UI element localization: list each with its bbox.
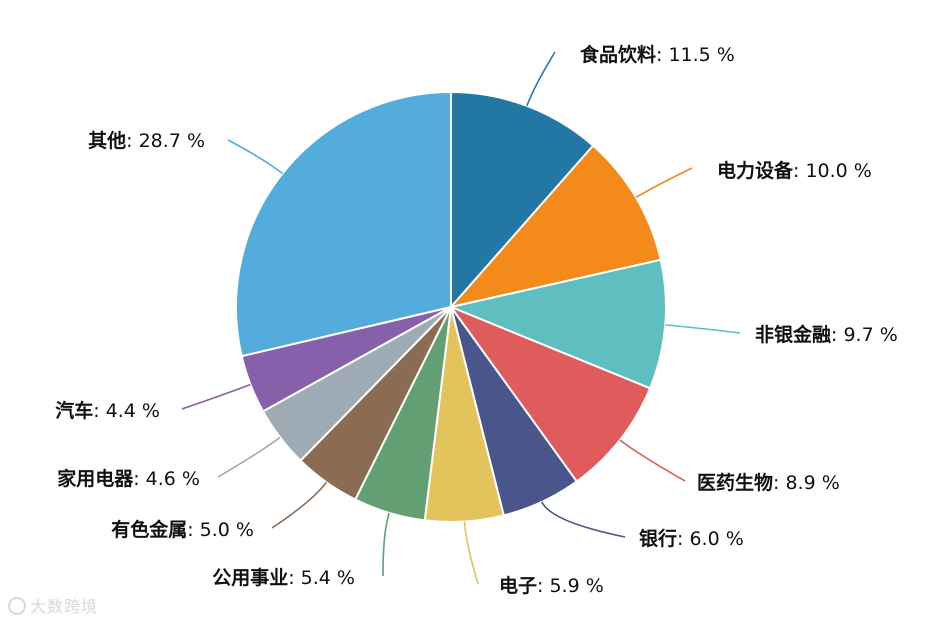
leader-lines: [181, 51, 741, 585]
slice-label-value: : 28.7 %: [126, 130, 205, 152]
slice-label-name: 医药生物: [697, 471, 773, 494]
slice-label: 其他: 28.7 %: [88, 129, 205, 152]
slice-label: 非银金融: 9.7 %: [755, 323, 898, 346]
watermark: 大数跨境: [8, 593, 98, 617]
slice-label-value: : 5.0 %: [187, 519, 254, 541]
slice-label: 食品饮料: 11.5 %: [580, 43, 735, 66]
slice-label-value: : 5.9 %: [537, 575, 604, 597]
slice-label-value: : 11.5 %: [656, 44, 735, 66]
slice-label-value: : 4.4 %: [93, 400, 160, 422]
slice-label-name: 公用事业: [212, 566, 288, 589]
slice-label-value: : 6.0 %: [677, 528, 744, 550]
slice-label-value: : 5.4 %: [288, 567, 355, 589]
slice-label: 有色金属: 5.0 %: [111, 518, 254, 541]
slice-label-name: 有色金属: [111, 518, 187, 541]
watermark-text: 大数跨境: [30, 597, 99, 616]
slice-label-name: 其他: [88, 129, 126, 152]
slice-label: 家用电器: 4.6 %: [57, 467, 200, 490]
slice-label-name: 非银金融: [755, 323, 831, 346]
slice-label: 银行: 6.0 %: [639, 527, 744, 550]
slice-label-name: 电子: [499, 574, 537, 597]
slice-label: 汽车: 4.4 %: [55, 399, 160, 422]
slice-label-value: : 4.6 %: [133, 468, 200, 490]
pie-slice: [450, 90, 595, 310]
leader-line: [619, 439, 686, 482]
pie-slices: [235, 90, 667, 523]
slice-label: 医药生物: 8.9 %: [697, 471, 840, 494]
leader-line: [382, 512, 390, 577]
slice-label-name: 家用电器: [57, 467, 134, 490]
leader-line: [463, 521, 479, 585]
leader-line: [271, 481, 328, 529]
pie-slice: [448, 304, 652, 483]
slice-label-value: : 9.7 %: [831, 324, 898, 346]
slice-labels: 食品饮料: 11.5 % 电力设备: 10.0 % 非银金融: 9.7 % 医药生物:…: [55, 43, 898, 597]
slice-label: 公用事业: 5.4 %: [212, 566, 355, 589]
logo-icon: [8, 597, 26, 615]
slice-label-value: : 10.0 %: [793, 160, 872, 182]
slice-label-name: 汽车: [55, 399, 93, 422]
leader-line: [665, 324, 741, 334]
slice-label-value: : 8.9 %: [773, 472, 840, 494]
slice-label-name: 银行: [639, 527, 677, 550]
slice-label-name: 食品饮料: [580, 43, 656, 66]
pie-slice: [447, 258, 667, 390]
slice-label: 电力设备: 10.0 %: [717, 159, 872, 182]
leader-line: [181, 383, 251, 410]
slice-label: 电子: 5.9 %: [499, 574, 604, 597]
leader-line: [526, 51, 556, 107]
leader-line: [635, 167, 693, 199]
slice-label-name: 电力设备: [717, 159, 794, 182]
leader-line: [541, 501, 626, 538]
leader-line: [217, 436, 281, 478]
leader-line: [227, 139, 283, 175]
